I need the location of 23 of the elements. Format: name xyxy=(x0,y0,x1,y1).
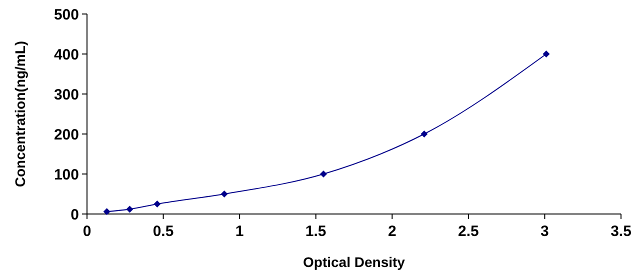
point xyxy=(103,208,110,216)
y-tick-label: 300 xyxy=(54,86,79,104)
x-tick-label: 2 xyxy=(388,223,396,240)
x-tick-label: 3 xyxy=(540,223,549,240)
y-tick-label: 100 xyxy=(54,166,79,184)
y-tick-label: 500 xyxy=(54,6,79,24)
x-tick-label: 2.5 xyxy=(458,223,479,240)
point xyxy=(126,206,134,213)
x-tick-label: 0 xyxy=(82,223,92,240)
point xyxy=(420,130,428,138)
x-tick-label: 1 xyxy=(235,223,244,240)
y-axis-title: Concentration(ng/mL) xyxy=(12,40,28,188)
y-tick-label: 200 xyxy=(54,126,79,144)
y-tick-label: 400 xyxy=(54,46,79,64)
y-tick-label: 0 xyxy=(70,206,79,224)
x-axis-title: Optical Density xyxy=(303,254,406,270)
point xyxy=(220,190,228,198)
point xyxy=(320,170,327,178)
point xyxy=(154,200,161,208)
x-tick-label: 1.5 xyxy=(305,223,326,240)
x-tick-label: 0.5 xyxy=(152,223,174,240)
point xyxy=(542,50,550,58)
x-tick-label: 3.5 xyxy=(610,223,632,240)
